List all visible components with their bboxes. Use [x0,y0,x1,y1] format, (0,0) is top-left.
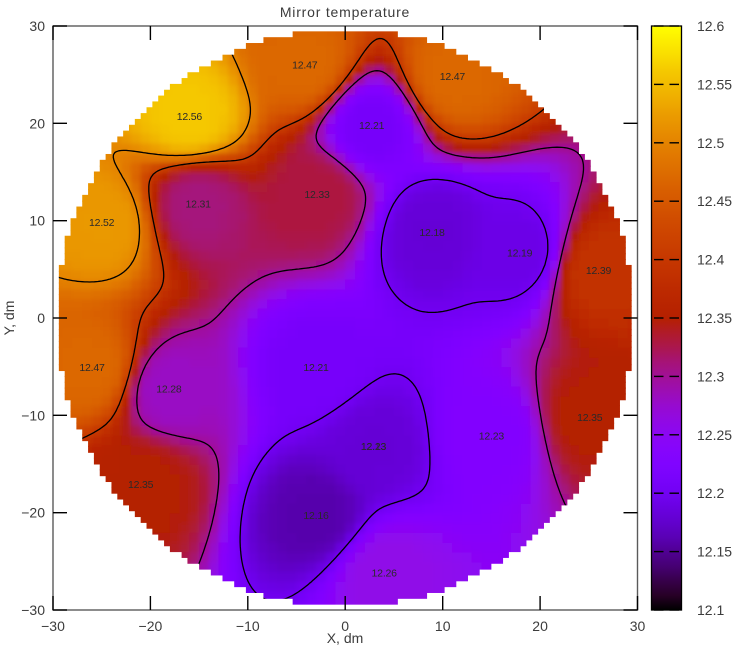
svg-text:0: 0 [341,618,349,634]
svg-text:12.5: 12.5 [697,135,724,151]
svg-text:12.6: 12.6 [697,18,724,34]
svg-text:12.23: 12.23 [361,441,387,453]
svg-text:12.13: 12.13 [361,441,387,453]
svg-text:12.16: 12.16 [303,510,329,522]
svg-text:−10: −10 [236,618,260,634]
svg-text:12.35: 12.35 [128,479,154,491]
svg-text:12.4: 12.4 [697,252,724,268]
svg-text:12.39: 12.39 [586,265,612,277]
svg-text:12.45: 12.45 [697,193,732,209]
svg-text:X, dm: X, dm [327,630,364,646]
svg-text:−30: −30 [41,618,65,634]
svg-text:Mirror temperature: Mirror temperature [280,4,410,20]
svg-text:12.2: 12.2 [697,485,724,501]
svg-text:−20: −20 [21,505,45,521]
svg-text:30: 30 [630,618,646,634]
svg-text:12.19: 12.19 [507,247,533,259]
svg-text:0: 0 [37,310,45,326]
svg-text:12.28: 12.28 [156,384,182,396]
svg-text:10: 10 [435,618,451,634]
svg-text:12.35: 12.35 [697,310,732,326]
svg-text:−30: −30 [21,602,45,618]
svg-text:12.21: 12.21 [359,120,385,132]
svg-text:12.18: 12.18 [419,227,445,239]
svg-text:12.35: 12.35 [577,412,603,424]
svg-text:12.25: 12.25 [697,427,732,443]
svg-text:12.15: 12.15 [697,544,732,560]
svg-text:12.47: 12.47 [440,71,466,83]
svg-text:12.1: 12.1 [697,602,724,618]
svg-text:12.26: 12.26 [372,568,398,580]
svg-text:20: 20 [532,618,548,634]
svg-text:12.56: 12.56 [177,111,203,123]
svg-text:12.47: 12.47 [79,362,105,374]
svg-text:12.33: 12.33 [304,189,330,201]
svg-text:12.23: 12.23 [479,430,505,442]
svg-text:12.31: 12.31 [186,199,212,211]
svg-text:12.21: 12.21 [303,362,329,374]
svg-text:−10: −10 [21,407,45,423]
svg-text:12.52: 12.52 [89,217,115,229]
svg-text:20: 20 [29,115,45,131]
svg-text:10: 10 [29,213,45,229]
svg-text:12.55: 12.55 [697,76,732,92]
svg-text:Y, dm: Y, dm [1,301,17,336]
svg-text:12.47: 12.47 [292,59,318,71]
svg-text:30: 30 [29,18,45,34]
svg-text:−20: −20 [139,618,163,634]
svg-text:12.3: 12.3 [697,368,724,384]
